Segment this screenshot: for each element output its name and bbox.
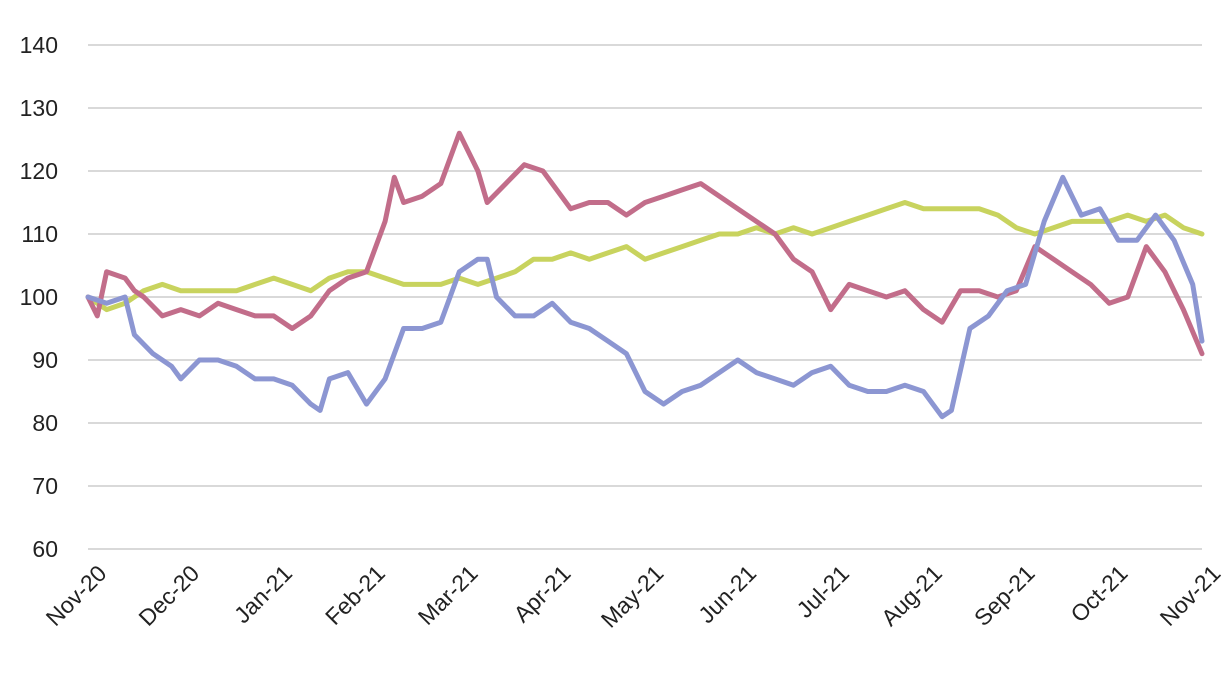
x-tick-label: Jun-21 — [693, 560, 761, 628]
series-lines — [85, 130, 1205, 420]
y-tick-label: 110 — [21, 221, 58, 247]
x-axis-ticks: Nov-20 Dec-20 Jan-21 Feb-21 Mar-21 Apr-21 May-… — [41, 560, 1226, 633]
y-tick-label: 120 — [20, 158, 58, 184]
x-tick-label: Jul-21 — [791, 560, 854, 623]
y-axis-ticks: 60 70 80 90 100 110 120 130 140 — [20, 32, 58, 562]
y-tick-label: 140 — [20, 32, 58, 58]
x-tick-label: Dec-20 — [133, 560, 204, 631]
y-tick-label: 100 — [20, 284, 58, 310]
x-tick-label: Sep-21 — [969, 560, 1040, 631]
series-line-3 — [85, 174, 1205, 420]
x-tick-label: Oct-21 — [1065, 560, 1132, 627]
y-tick-label: 70 — [32, 473, 58, 499]
x-tick-label: Mar-21 — [413, 560, 483, 630]
y-tick-label: 90 — [32, 347, 58, 373]
y-tick-label: 130 — [20, 95, 58, 121]
x-tick-label: Apr-21 — [508, 560, 575, 627]
x-tick-label: Feb-21 — [320, 560, 390, 630]
x-tick-label: Aug-21 — [876, 560, 947, 631]
x-tick-label: Jan-21 — [229, 560, 297, 628]
gridlines — [88, 44, 1202, 550]
series-line-1 — [85, 200, 1205, 313]
x-tick-label: Nov-20 — [41, 560, 112, 631]
y-tick-label: 80 — [32, 410, 58, 436]
x-tick-label: Nov-21 — [1155, 560, 1226, 631]
x-tick-label: May-21 — [596, 560, 669, 633]
series-line-2 — [85, 130, 1205, 357]
y-tick-label: 60 — [32, 536, 58, 562]
